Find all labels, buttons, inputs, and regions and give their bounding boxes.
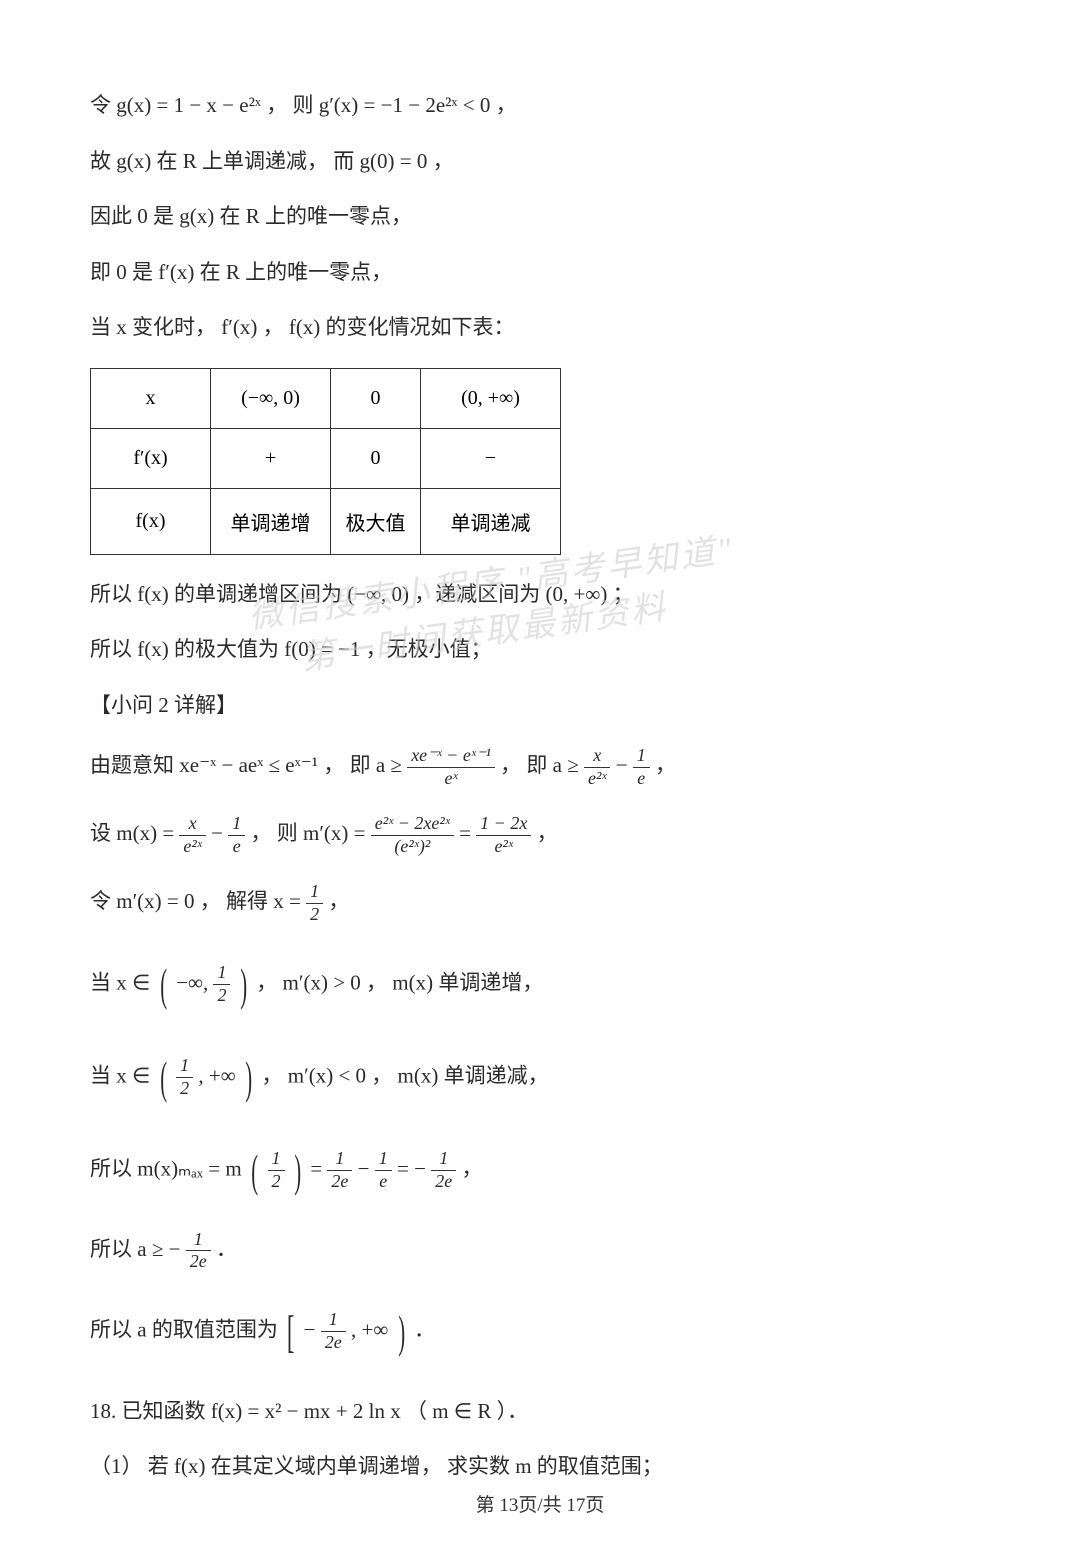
fraction: 12 bbox=[176, 1055, 193, 1099]
table-cell: f′(x) bbox=[91, 428, 211, 488]
paren-right-icon: ) bbox=[245, 1043, 252, 1112]
table-cell: − bbox=[421, 428, 561, 488]
fraction: 1e bbox=[633, 745, 650, 789]
text: − bbox=[211, 821, 228, 845]
text: ， m′(x) < 0 ， m(x) 单调递减， bbox=[262, 1063, 549, 1087]
problem-18-1: （1） 若 f(x) 在其定义域内单调递增， 求实数 m 的取值范围； bbox=[90, 1451, 990, 1483]
fraction: 12e bbox=[321, 1309, 346, 1353]
paren-right-icon: ) bbox=[240, 950, 247, 1019]
text: ， bbox=[328, 889, 349, 913]
text: 令 m′(x) = 0 ， 解得 x = bbox=[90, 889, 306, 913]
math-line-14: 所以 m(x)ₘₐₓ = m ( 12 ) = 12e − 1e = − 12e… bbox=[90, 1136, 990, 1205]
table-row: x (−∞, 0) 0 (0, +∞) bbox=[91, 368, 561, 428]
text: 当 x ∈ bbox=[90, 970, 156, 994]
table-cell: (−∞, 0) bbox=[211, 368, 331, 428]
text: = bbox=[459, 821, 476, 845]
text: − bbox=[358, 1156, 375, 1180]
text: 所以 f(x) 的单调递增区间为 (−∞, 0) ，递减区间为 (0, +∞) … bbox=[90, 582, 634, 606]
text: ， bbox=[461, 1156, 482, 1180]
text: ， bbox=[537, 821, 558, 845]
fraction: 12 bbox=[268, 1148, 285, 1192]
text: 因此 0 是 g(x) 在 R 上的唯一零点， bbox=[90, 204, 412, 228]
fraction: 12e bbox=[186, 1229, 211, 1273]
fraction: e²ˣ − 2xe²ˣ(e²ˣ)² bbox=[371, 813, 454, 857]
subheading: 【小问 2 详解】 bbox=[90, 690, 990, 722]
paren-left-icon: ( bbox=[160, 950, 167, 1019]
text: , +∞ bbox=[198, 1063, 235, 1087]
fraction: xe²ˣ bbox=[179, 813, 205, 857]
text: ． bbox=[216, 1236, 237, 1260]
bracket-left-icon: [ bbox=[287, 1297, 295, 1366]
math-line-1: 令 g(x) = 1 − x − e²ˣ ， 则 g′(x) = −1 − 2e… bbox=[90, 90, 990, 122]
math-line-10: 设 m(x) = xe²ˣ − 1e ， 则 m′(x) = e²ˣ − 2xe… bbox=[90, 813, 990, 857]
math-line-3: 因此 0 是 g(x) 在 R 上的唯一零点， bbox=[90, 201, 990, 233]
table-row: f′(x) + 0 − bbox=[91, 428, 561, 488]
math-line-16: 所以 a 的取值范围为 [ − 12e , +∞ ) ． bbox=[90, 1297, 990, 1366]
text: （1） 若 f(x) 在其定义域内单调递增， 求实数 m 的取值范围； bbox=[90, 1454, 663, 1478]
text: ， bbox=[655, 753, 676, 777]
fraction: 12e bbox=[327, 1148, 352, 1192]
math-line-5: 当 x 变化时， f′(x) ， f(x) 的变化情况如下表： bbox=[90, 312, 990, 344]
text: 所以 a ≥ − bbox=[90, 1236, 180, 1260]
page-footer: 第 13页/共 17页 bbox=[0, 1490, 1080, 1517]
text: −∞, bbox=[176, 970, 213, 994]
math-line-6: 所以 f(x) 的单调递增区间为 (−∞, 0) ，递减区间为 (0, +∞) … bbox=[90, 579, 990, 611]
paren-right-icon: ) bbox=[294, 1136, 301, 1205]
math-line-9: 由题意知 xe⁻ˣ − aeˣ ≤ eˣ⁻¹ ， 即 a ≥ xe⁻ˣ − eˣ… bbox=[90, 745, 990, 789]
text: = bbox=[310, 1156, 327, 1180]
table-cell: 0 bbox=[331, 428, 421, 488]
fraction: 12 bbox=[306, 881, 323, 925]
text: 所以 a 的取值范围为 bbox=[90, 1317, 283, 1341]
text: 所以 m(x)ₘₐₓ = m bbox=[90, 1156, 242, 1180]
math-line-7: 所以 f(x) 的极大值为 f(0) = −1 ，无极小值； bbox=[90, 634, 990, 666]
fraction: 1 − 2xe²ˣ bbox=[476, 813, 531, 857]
text: ， m′(x) > 0 ， m(x) 单调递增， bbox=[256, 970, 543, 994]
table-cell: 单调递减 bbox=[421, 488, 561, 554]
text: 令 g(x) = 1 − x − e²ˣ ， 则 g′(x) = −1 − 2e… bbox=[90, 93, 517, 117]
paren-right-icon: ) bbox=[398, 1297, 405, 1366]
text: 即 0 是 f′(x) 在 R 上的唯一零点， bbox=[90, 260, 392, 284]
math-line-12: 当 x ∈ ( −∞, 12 ) ， m′(x) > 0 ， m(x) 单调递增… bbox=[90, 950, 990, 1019]
text: , +∞ bbox=[351, 1317, 388, 1341]
table-cell: 0 bbox=[331, 368, 421, 428]
text: 当 x ∈ bbox=[90, 1063, 156, 1087]
text: = − bbox=[397, 1156, 426, 1180]
math-line-13: 当 x ∈ ( 12 , +∞ ) ， m′(x) < 0 ， m(x) 单调递… bbox=[90, 1043, 990, 1112]
table-cell: 单调递增 bbox=[211, 488, 331, 554]
text: 当 x 变化时， f′(x) ， f(x) 的变化情况如下表： bbox=[90, 315, 515, 339]
fraction: xe⁻ˣ − eˣ⁻¹eˣ bbox=[407, 745, 495, 789]
text: ． bbox=[414, 1317, 435, 1341]
text: − bbox=[304, 1317, 321, 1341]
fraction: 12 bbox=[213, 962, 230, 1006]
fraction: 1e bbox=[375, 1148, 392, 1192]
problem-18: 18. 已知函数 f(x) = x² − mx + 2 ln x （ m ∈ R… bbox=[90, 1396, 990, 1428]
text: 设 m(x) = bbox=[90, 821, 179, 845]
paren-left-icon: ( bbox=[251, 1136, 258, 1205]
table-cell: (0, +∞) bbox=[421, 368, 561, 428]
text: 所以 f(x) 的极大值为 f(0) = −1 ，无极小值； bbox=[90, 637, 492, 661]
math-line-4: 即 0 是 f′(x) 在 R 上的唯一零点， bbox=[90, 257, 990, 289]
page-number: 第 13页/共 17页 bbox=[476, 1495, 605, 1516]
table-row: f(x) 单调递增 极大值 单调递减 bbox=[91, 488, 561, 554]
math-line-15: 所以 a ≥ − 12e ． bbox=[90, 1229, 990, 1273]
variation-table: x (−∞, 0) 0 (0, +∞) f′(x) + 0 − f(x) 单调递… bbox=[90, 368, 561, 555]
fraction: 1e bbox=[228, 813, 245, 857]
text: ， 即 a ≥ bbox=[500, 753, 584, 777]
document-page: 令 g(x) = 1 − x − e²ˣ ， 则 g′(x) = −1 − 2e… bbox=[0, 0, 1080, 1547]
text: 由题意知 xe⁻ˣ − aeˣ ≤ eˣ⁻¹ ， 即 a ≥ bbox=[90, 753, 407, 777]
text: 【小问 2 详解】 bbox=[90, 693, 237, 717]
fraction: 12e bbox=[431, 1148, 456, 1192]
text: ， 则 m′(x) = bbox=[250, 821, 370, 845]
math-line-2: 故 g(x) 在 R 上单调递减， 而 g(0) = 0 ， bbox=[90, 146, 990, 178]
table-cell: f(x) bbox=[91, 488, 211, 554]
table-cell: 极大值 bbox=[331, 488, 421, 554]
fraction: xe²ˣ bbox=[584, 745, 610, 789]
text: − bbox=[616, 753, 633, 777]
table-cell: + bbox=[211, 428, 331, 488]
table-cell: x bbox=[91, 368, 211, 428]
text: 故 g(x) 在 R 上单调递减， 而 g(0) = 0 ， bbox=[90, 149, 454, 173]
text: 18. 已知函数 f(x) = x² − mx + 2 ln x （ m ∈ R… bbox=[90, 1399, 528, 1423]
math-line-11: 令 m′(x) = 0 ， 解得 x = 12 ， bbox=[90, 881, 990, 925]
paren-left-icon: ( bbox=[160, 1043, 167, 1112]
